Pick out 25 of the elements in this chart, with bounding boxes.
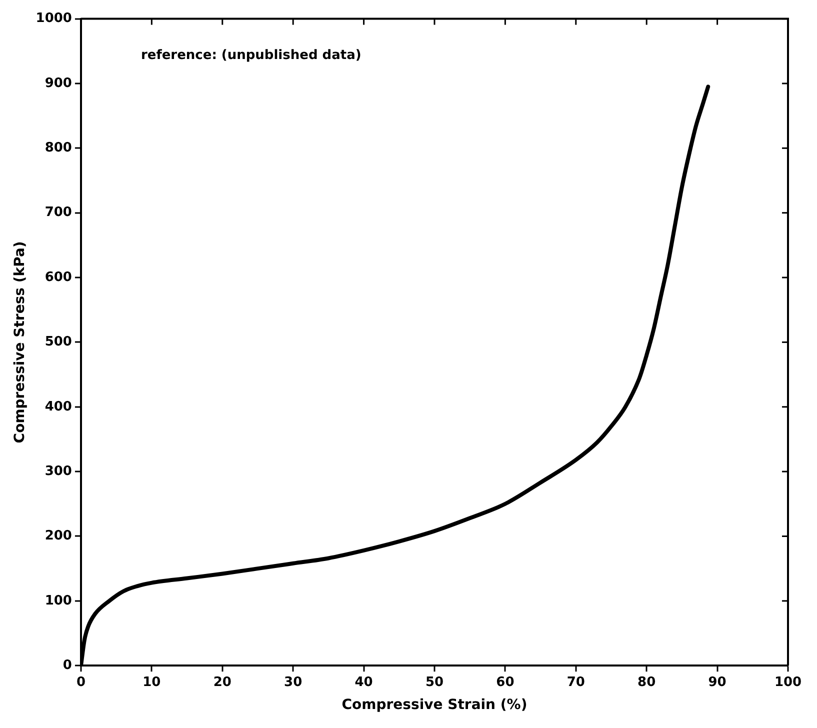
y-tick-label: 500 [44, 334, 72, 350]
x-tick-label: 10 [142, 674, 161, 690]
x-tick-label: 100 [774, 674, 802, 690]
y-tick-label: 600 [44, 270, 72, 285]
y-tick-label: 300 [44, 464, 72, 479]
x-tick-label: 40 [354, 674, 373, 690]
y-tick-label: 100 [44, 593, 72, 608]
y-tick-label: 400 [44, 399, 72, 414]
annotation: reference: (unpublished data) [140, 48, 362, 63]
y-tick-label: 1000 [36, 11, 72, 26]
y-tick-label: 200 [44, 528, 72, 544]
x-axis-title: Compressive Strain (%) [342, 697, 528, 714]
x-tick-label: 90 [708, 674, 726, 690]
y-tick-label: 800 [44, 140, 72, 156]
x-tick-label: 0 [76, 674, 86, 690]
y-tick-label: 0 [62, 658, 72, 673]
y-tick-label: 700 [44, 205, 72, 220]
x-tick-label: 50 [425, 674, 444, 690]
y-axis-title: Compressive Stress (kPa) [12, 241, 28, 444]
x-tick-label: 30 [284, 674, 302, 690]
x-tick-label: 60 [496, 674, 514, 690]
x-tick-label: 80 [638, 674, 656, 690]
x-tick-label: 20 [213, 674, 232, 690]
x-tick-label: 70 [566, 674, 585, 690]
y-tick-label: 900 [44, 76, 72, 91]
